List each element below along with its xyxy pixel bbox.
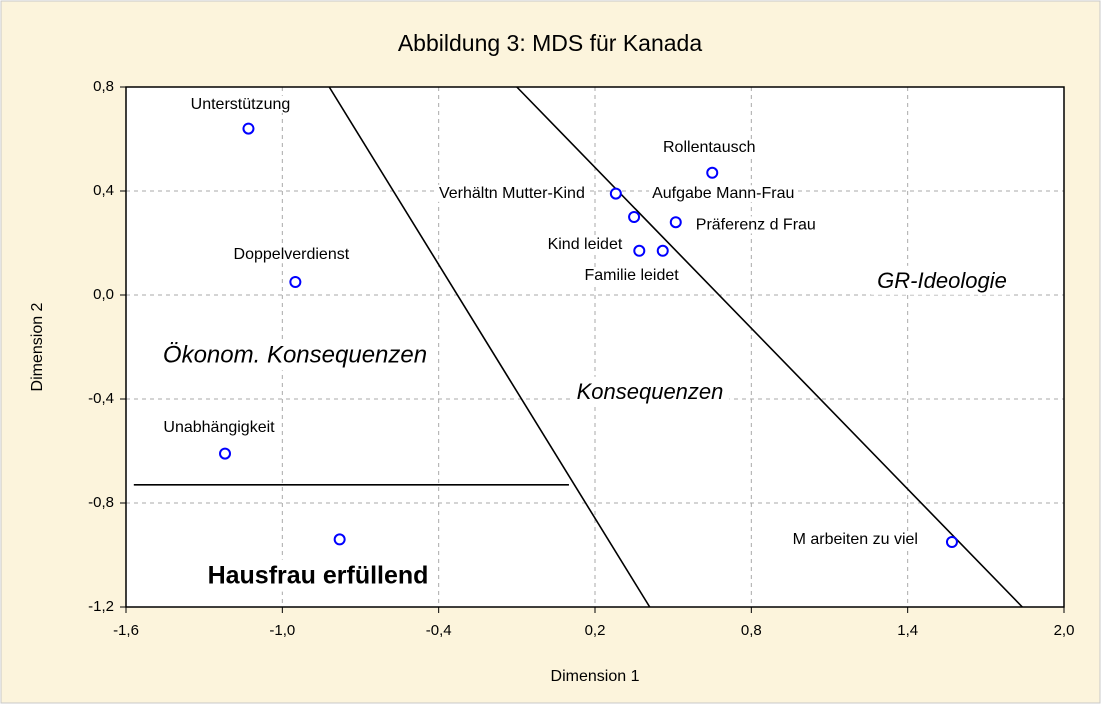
chart-title: Abbildung 3: MDS für Kanada (398, 30, 703, 56)
point-label-background (544, 236, 626, 254)
point (633, 244, 646, 257)
y-tick-label: 0,4 (93, 182, 114, 199)
region-line (328, 86, 651, 608)
point-label-background (187, 95, 294, 113)
x-tick-label: -1,0 (269, 622, 295, 639)
y-axis-title: Dimension 2 (29, 302, 46, 391)
annotation-background (570, 376, 730, 406)
point-label-background (789, 531, 921, 549)
y-tick-label: 0,0 (93, 286, 114, 303)
annotation-background (201, 559, 435, 592)
annotation: Konsequenzen (577, 379, 724, 404)
point-label: M arbeiten zu viel (793, 531, 918, 548)
x-tick-label: 1,4 (897, 622, 918, 639)
plot-content: Ökonom. Konsequenzen Konsequenzen GR-Ideol… (133, 86, 1023, 608)
x-tick-label: -1,6 (113, 622, 139, 639)
point-label-background (230, 246, 353, 264)
annotation: GR-Ideologie (877, 268, 1007, 293)
point-label-background (660, 139, 759, 157)
x-axis-title: Dimension 1 (551, 668, 640, 685)
y-tick-label: -0,8 (88, 494, 114, 511)
point-label: Rollentausch (663, 139, 756, 156)
annotation-background (871, 265, 1013, 295)
point-label: Familie leidet (584, 267, 679, 284)
x-tick-label: 0,2 (585, 622, 606, 639)
point-label: Doppelverdienst (234, 246, 350, 263)
point-label: Aufgabe Mann-Frau (652, 185, 794, 202)
x-tick-label: 0,8 (741, 622, 762, 639)
point (333, 533, 346, 546)
point-label: Unabhängigkeit (163, 419, 275, 436)
point-label-background (435, 184, 588, 202)
point (945, 536, 958, 548)
point-label-background (581, 267, 683, 285)
y-tick-label: 0,8 (93, 78, 114, 95)
point-label-background (160, 418, 279, 436)
point-label: Kind leidet (548, 236, 623, 253)
point-label: Verhältn Mutter-Kind (439, 185, 585, 202)
y-tick-label: -1,2 (88, 598, 114, 615)
y-tick-label: -0,4 (88, 390, 114, 407)
annotation: Hausfrau erfüllend (208, 562, 429, 590)
point (669, 216, 682, 229)
point (219, 447, 232, 460)
region-line (516, 86, 1023, 608)
point-label: Unterstützung (191, 96, 291, 113)
point (289, 276, 302, 288)
point-label-background (649, 185, 798, 203)
point (609, 187, 622, 200)
point-label-background (692, 216, 819, 234)
x-tick-label: -0,4 (426, 622, 452, 639)
x-tick-label: 2,0 (1054, 622, 1075, 639)
point-label: Präferenz d Frau (696, 216, 816, 233)
point (656, 244, 669, 257)
annotation-background (156, 339, 434, 371)
annotation: Ökonom. Konsequenzen (163, 341, 427, 368)
point (242, 122, 255, 135)
point (628, 211, 641, 223)
point (706, 166, 719, 179)
